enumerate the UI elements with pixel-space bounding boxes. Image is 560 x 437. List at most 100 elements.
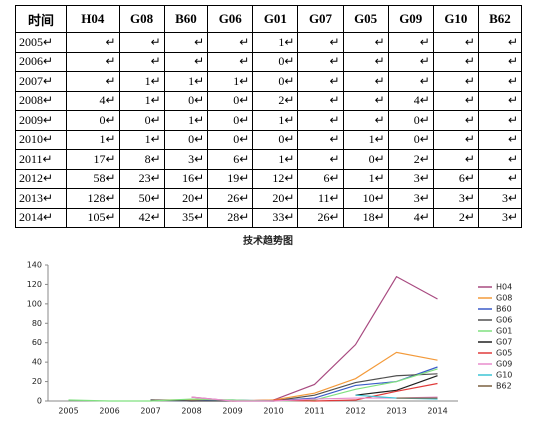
table-cell: 2↵: [387, 149, 434, 170]
table-row: 2010↵ 1↵ 1↵ 0↵ 0↵ 0↵ ↵ 1↵ 0↵ ↵ ↵: [15, 129, 523, 150]
table-cell: 2010↵: [15, 129, 67, 150]
table-cell: ↵: [432, 129, 479, 150]
x-tick-label: 2010: [263, 407, 283, 416]
table-cell: 3↵: [477, 207, 523, 228]
table-cell: ↵: [432, 90, 479, 111]
table-row: 2011↵ 17↵ 8↵ 3↵ 6↵ 1↵ ↵ 0↵ 2↵ ↵ ↵: [15, 149, 523, 170]
table-cell: 2011↵: [15, 149, 67, 170]
table-cell: B60: [163, 5, 209, 33]
table-cell: 0↵: [387, 110, 434, 131]
series-line: [150, 366, 438, 402]
table-row: 2013↵ 128↵ 50↵ 20↵ 26↵ 20↵ 11↵ 10↵ 3↵ 3↵ 3↵: [15, 188, 523, 209]
y-tick-label: 140: [27, 261, 42, 270]
table-cell: G07: [297, 5, 344, 33]
table-cell: 3↵: [387, 188, 434, 209]
legend-label: G01: [496, 327, 512, 336]
table-cell: 28↵: [207, 207, 254, 228]
table-cell: 11↵: [297, 188, 344, 209]
x-tick-label: 2014: [427, 407, 447, 416]
table-cell: 8↵: [118, 149, 165, 170]
table-cell: ↵: [297, 51, 344, 72]
legend-label: G08: [496, 294, 512, 303]
table-cell: 0↵: [66, 110, 120, 131]
legend-label: H04: [496, 283, 512, 292]
legend-label: G05: [496, 349, 512, 358]
legend-label: B62: [496, 382, 512, 391]
table-cell: ↵: [477, 129, 523, 150]
y-tick-label: 100: [27, 299, 42, 308]
y-tick-label: 80: [32, 319, 42, 328]
y-tick-label: 60: [32, 338, 42, 347]
series-line: [150, 351, 438, 402]
table-cell: 17↵: [66, 149, 120, 170]
table-cell: ↵: [477, 32, 523, 53]
table-cell: 20↵: [252, 188, 299, 209]
table-cell: ↵: [118, 32, 165, 53]
table-cell: 105↵: [66, 207, 120, 228]
table-cell: 6↵: [432, 168, 479, 189]
table-cell: 20↵: [163, 188, 209, 209]
table-cell: 4↵: [66, 90, 120, 111]
legend-label: G10: [496, 371, 512, 380]
table-cell: 0↵: [207, 90, 254, 111]
table-cell: ↵: [163, 51, 209, 72]
table-cell: 0↵: [207, 110, 254, 131]
legend-label: G09: [496, 360, 512, 369]
table-cell: 2008↵: [15, 90, 67, 111]
table-cell: ↵: [432, 110, 479, 131]
table-cell: ↵: [432, 51, 479, 72]
x-tick-label: 2006: [99, 407, 119, 416]
series-line: [191, 275, 438, 402]
table-cell: 4↵: [387, 90, 434, 111]
table-row: 2009↵ 0↵ 0↵ 1↵ 0↵ 1↵ ↵ ↵ 0↵ ↵ ↵: [15, 110, 523, 131]
table-cell: 2005↵: [15, 32, 67, 53]
table-cell: H04: [66, 5, 120, 33]
table-cell: ↵: [297, 32, 344, 53]
y-tick-label: 20: [32, 377, 42, 386]
table-cell: ↵: [297, 71, 344, 92]
table-cell: 128↵: [66, 188, 120, 209]
table-cell: ↵: [387, 51, 434, 72]
table-cell: 2↵: [252, 90, 299, 111]
table-cell: ↵: [163, 32, 209, 53]
table-row: 2006↵ ↵ ↵ ↵ ↵ 0↵ ↵ ↵ ↵ ↵ ↵: [15, 51, 523, 72]
table-cell: ↵: [477, 149, 523, 170]
table-cell: 58↵: [66, 168, 120, 189]
legend-label: G07: [496, 338, 512, 347]
table-cell: 6↵: [297, 168, 344, 189]
x-tick-label: 2005: [58, 407, 78, 416]
legend-label: B60: [496, 305, 512, 314]
table-cell: 0↵: [163, 129, 209, 150]
table-cell: ↵: [342, 51, 389, 72]
table-cell: 2009↵: [15, 110, 67, 131]
table-cell: ↵: [477, 110, 523, 131]
table-cell: 10↵: [342, 188, 389, 209]
table-cell: 0↵: [163, 90, 209, 111]
table-cell: 18↵: [342, 207, 389, 228]
table-cell: 0↵: [252, 51, 299, 72]
table-cell: ↵: [297, 129, 344, 150]
table-cell: 2013↵: [15, 188, 67, 209]
table-cell: 时间: [15, 5, 67, 33]
table-cell: ↵: [342, 32, 389, 53]
table-cell: 16↵: [163, 168, 209, 189]
table-cell: 0↵: [252, 71, 299, 92]
y-tick-label: 0: [37, 397, 42, 406]
table-cell: 1↵: [66, 129, 120, 150]
x-tick-label: 2009: [222, 407, 242, 416]
table-cell: 0↵: [207, 129, 254, 150]
legend-label: G06: [496, 316, 512, 325]
table-cell: 4↵: [387, 207, 434, 228]
table-row: 2008↵ 4↵ 1↵ 0↵ 0↵ 2↵ ↵ ↵ 4↵ ↵ ↵: [15, 90, 523, 111]
table-cell: ↵: [477, 71, 523, 92]
table-cell: 1↵: [342, 129, 389, 150]
table-cell: ↵: [432, 149, 479, 170]
table-cell: 19↵: [207, 168, 254, 189]
x-tick-label: 2013: [386, 407, 406, 416]
table-cell: ↵: [342, 90, 389, 111]
chart-title: 技术趋势图: [243, 234, 293, 247]
table-cell: 3↵: [387, 168, 434, 189]
table-cell: ↵: [297, 110, 344, 131]
table-cell: 3↵: [432, 188, 479, 209]
